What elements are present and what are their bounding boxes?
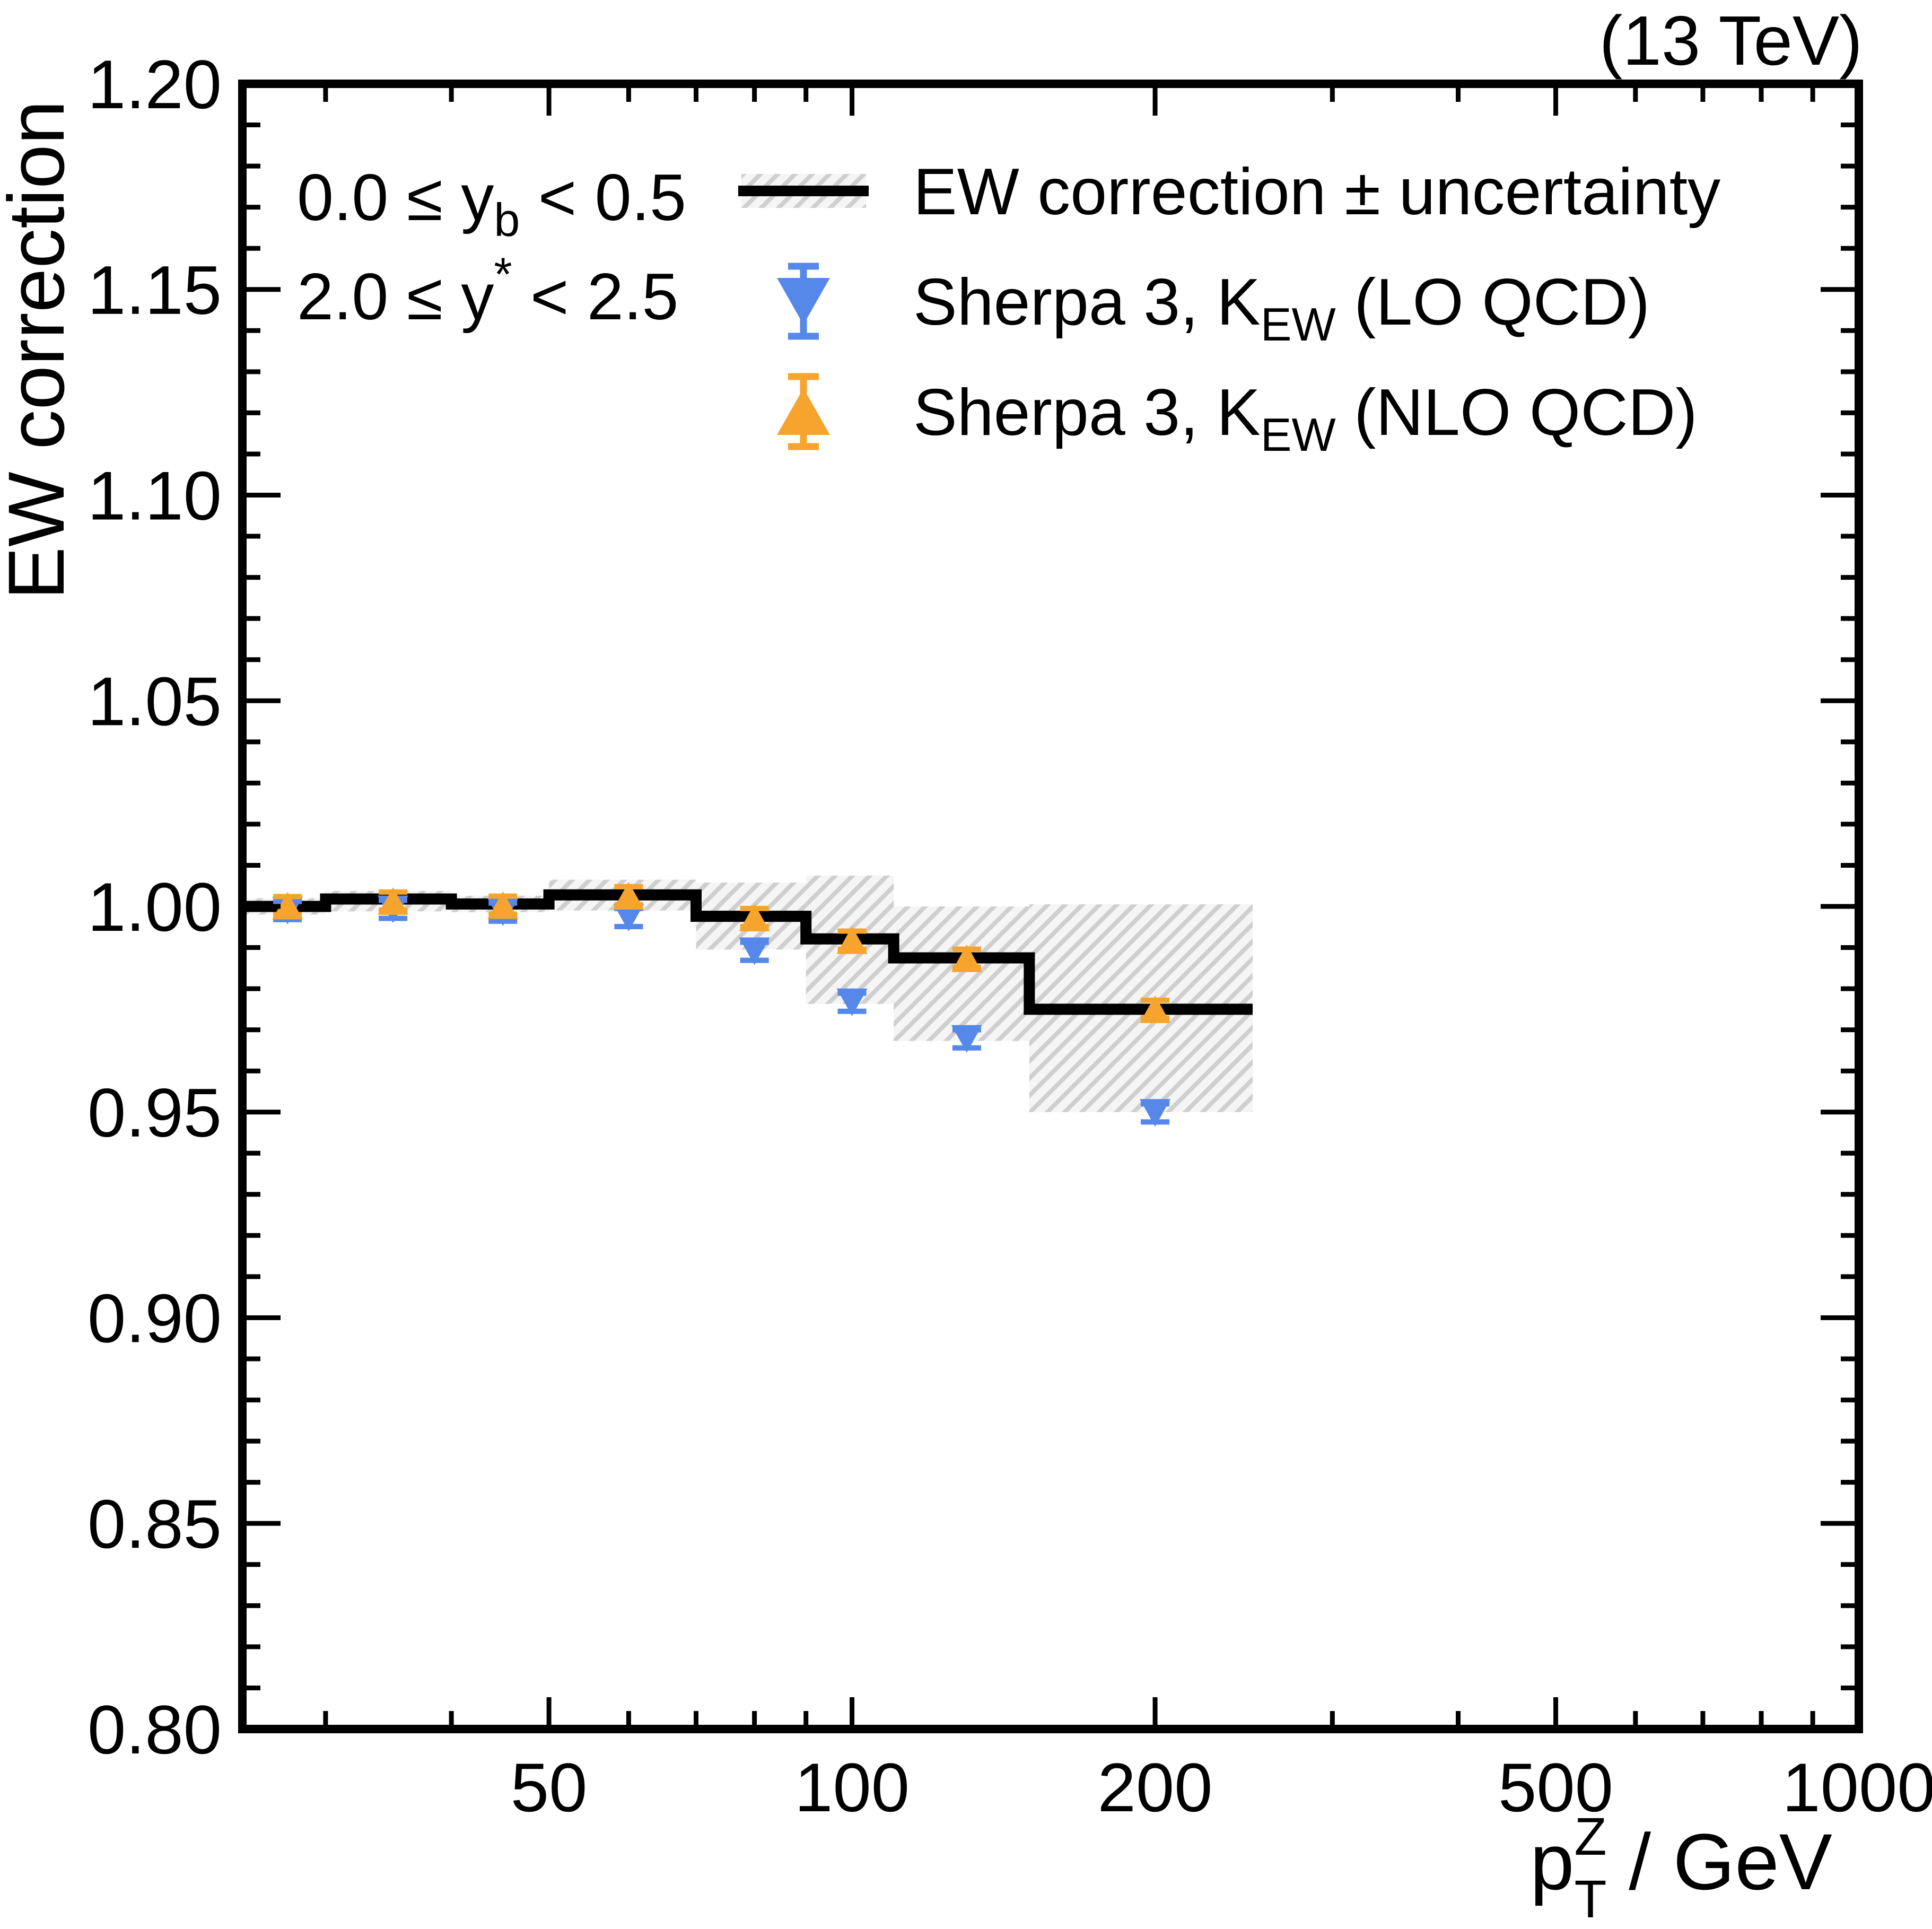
triangle-up-marker	[272, 892, 303, 920]
nlo-qcd-point-5	[739, 903, 770, 931]
nlo-qcd-point-8	[1140, 995, 1171, 1023]
y-tick-label: 0.95	[88, 1074, 222, 1151]
nlo-qcd-point-3	[487, 891, 519, 919]
annotation-line-1: 0.0 ≤ yb​ < 0.5	[297, 161, 686, 246]
triangle-down-marker	[739, 937, 770, 965]
lo-qcd-point-8	[1140, 1099, 1171, 1127]
triangle-down-marker	[613, 903, 644, 931]
triangle-up-marker	[1140, 995, 1171, 1023]
y-tick-label: 1.10	[88, 457, 222, 535]
axis-tick-labels-group: 50 100 200 500 1000 0.80 0.85 0.90 0.95 1.00 1.05 1…	[88, 46, 1932, 1826]
axis-ticks-group	[242, 81, 1861, 1732]
x-axis-title: pZ T / GeV	[1530, 1807, 1832, 1929]
triangle-up-marker	[836, 926, 868, 954]
y-tick-label: 0.90	[88, 1280, 222, 1357]
lo-qcd-point-7	[951, 1025, 982, 1053]
triangle-up-marker	[487, 891, 519, 919]
y-tick-label: 0.85	[88, 1485, 222, 1563]
nlo-qcd-point-1	[272, 892, 303, 920]
triangle-down-marker	[951, 1025, 982, 1053]
x-tick-label: 1000	[1782, 1749, 1932, 1826]
triangle-down-marker	[836, 988, 868, 1016]
legend: EW correction ± uncertainty Sherpa 3, KEW…	[738, 155, 1720, 461]
energy-label: (13 TeV)	[1599, 2, 1863, 80]
triangle-up-marker	[378, 887, 409, 915]
x-tick-label: 200	[1098, 1749, 1213, 1826]
legend-item-3: Sherpa 3, KEW​ (NLO QCD)	[777, 373, 1698, 461]
y-tick-label: 1.15	[88, 251, 222, 329]
nlo-qcd-point-2	[378, 887, 409, 915]
y-tick-label: 1.05	[88, 662, 222, 740]
nlo-qcd-point-7	[951, 944, 982, 972]
y-tick-label: 1.20	[88, 46, 222, 123]
nlo-qcd-point-6	[836, 926, 868, 954]
triangle-up-marker	[613, 881, 644, 910]
x-tick-label: 100	[794, 1749, 910, 1826]
legend-triangle-up-icon	[777, 388, 830, 435]
y-tick-label: 0.80	[88, 1691, 222, 1768]
legend-label: Sherpa 3, KEW​ (LO QCD)	[913, 266, 1650, 351]
legend-item-1: EW correction ± uncertainty	[738, 155, 1720, 229]
legend-label: Sherpa 3, KEW​ (NLO QCD)	[913, 376, 1698, 461]
lo-qcd-point-6	[836, 988, 868, 1016]
y-axis-title: EW correction	[0, 100, 81, 600]
x-tick-label: 50	[511, 1749, 588, 1826]
phase-space-annotations: 0.0 ≤ yb​ < 0.52.0 ≤ y*​ < 2.5	[297, 161, 686, 334]
data-points-group	[272, 881, 1171, 1127]
triangle-down-marker	[1140, 1099, 1171, 1127]
lo-qcd-point-5	[739, 937, 770, 965]
triangle-up-marker	[739, 903, 770, 931]
x-tick-label: 500	[1498, 1749, 1613, 1826]
nlo-qcd-point-4	[613, 881, 644, 910]
legend-triangle-down-icon	[777, 278, 830, 325]
legend-item-2: Sherpa 3, KEW​ (LO QCD)	[777, 263, 1650, 351]
legend-label: EW correction ± uncertainty	[913, 155, 1720, 229]
y-tick-label: 1.00	[88, 868, 222, 946]
uncertainty-band-bin-7	[894, 906, 1029, 1041]
triangle-up-marker	[951, 944, 982, 972]
annotation-line-2: 2.0 ≤ y*​ < 2.5	[297, 248, 678, 334]
